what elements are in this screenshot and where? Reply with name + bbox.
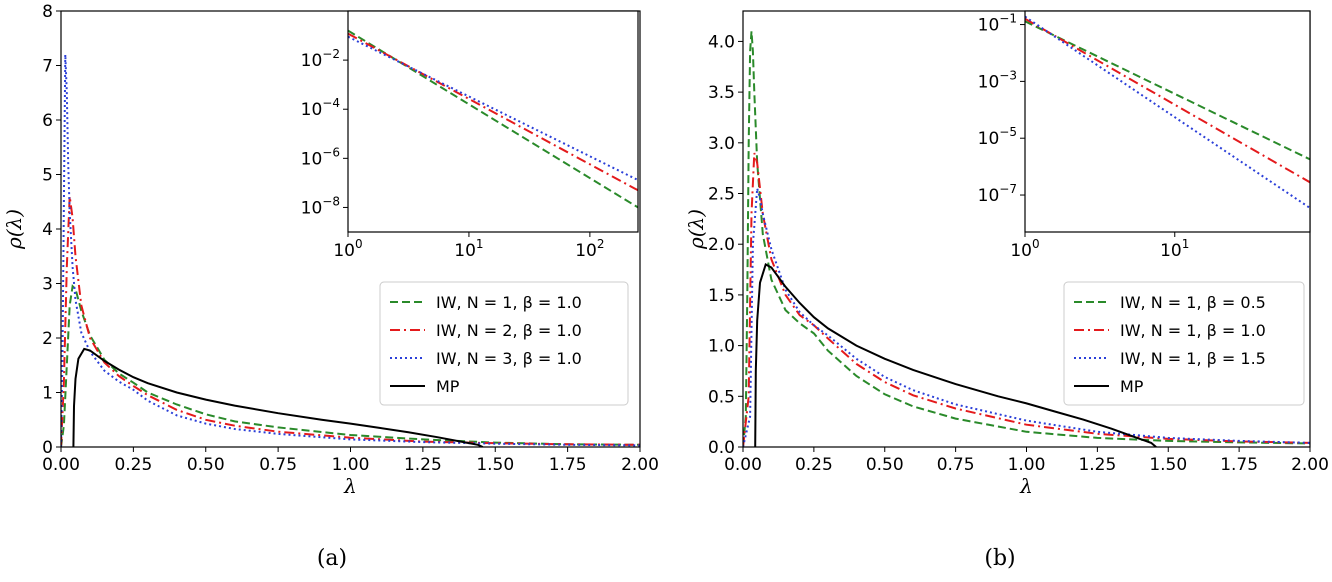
x-tick-label: 0.50 — [187, 455, 225, 475]
x-tick-label: 0.25 — [795, 455, 833, 475]
inset-series-line-2 — [1025, 17, 1310, 184]
y-axis-label: ρ(λ) — [2, 209, 26, 250]
y-tick-label: 4.0 — [708, 32, 735, 52]
y-tick-label: 5 — [42, 166, 53, 186]
inset-y-tick-label: 10−7 — [978, 182, 1017, 206]
inset-frame — [347, 10, 639, 233]
legend-label: IW, N = 1, β = 1.5 — [1120, 349, 1266, 368]
y-tick-label: 1 — [42, 384, 53, 404]
inset-x-tick-label: 101 — [454, 237, 483, 261]
inset-x-tick-label: 100 — [333, 237, 362, 261]
inset-y-tick-label: 10−1 — [978, 12, 1017, 36]
x-axis-label: λ — [1019, 474, 1033, 498]
x-tick-label: 2.00 — [1291, 455, 1329, 475]
legend-label: IW, N = 2, β = 1.0 — [436, 321, 582, 340]
x-tick-label: 0.75 — [937, 455, 975, 475]
x-tick-label: 0.00 — [724, 455, 762, 475]
inset-series-line-2 — [348, 32, 638, 192]
x-axis-label: λ — [343, 474, 357, 498]
y-tick-label: 3.5 — [708, 83, 735, 103]
caption-b: (b) — [984, 546, 1015, 571]
x-tick-label: 1.75 — [1220, 455, 1258, 475]
series-line-4 — [754, 263, 1157, 447]
inset-y-tick-label: 10−3 — [978, 68, 1017, 92]
series-line-1 — [61, 284, 640, 447]
inset-x-tick-label: 101 — [1160, 237, 1189, 261]
series-line-3 — [743, 188, 1310, 447]
inset-frame — [1024, 10, 1311, 233]
y-tick-label: 0 — [42, 438, 53, 458]
inset-x-tick-label: 100 — [1010, 237, 1039, 261]
chart-a: 0.00 0.25 0.50 0.75 1.00 1.25 1.50 1.75 2.00 0 1 2 3… — [2, 2, 659, 498]
inset-y-tick-label: 10−5 — [978, 125, 1017, 149]
inset-series-line-1 — [1025, 20, 1310, 161]
legend-box — [1063, 281, 1305, 406]
inset-background — [348, 11, 638, 232]
y-tick-label: 6 — [42, 111, 53, 131]
legend-label: MP — [1120, 377, 1144, 396]
legend-label: IW, N = 3, β = 1.0 — [436, 349, 582, 368]
x-tick-label: 1.25 — [1078, 455, 1116, 475]
x-tick-label: 0.75 — [259, 455, 297, 475]
y-tick-label: 0.5 — [708, 387, 735, 407]
legend-label: IW, N = 1, β = 1.0 — [1120, 321, 1266, 340]
y-tick-label: 4 — [42, 220, 53, 240]
legend-box — [379, 281, 629, 406]
y-tick-label: 0.0 — [708, 438, 735, 458]
y-axis-label: ρ(λ) — [684, 209, 708, 250]
inset-y-tick-label: 10−4 — [301, 96, 340, 120]
x-tick-label: 1.00 — [332, 455, 370, 475]
y-tick-label: 3.0 — [708, 134, 735, 154]
x-tick-label: 0.00 — [42, 455, 80, 475]
inset-x-tick-label: 102 — [575, 237, 604, 261]
series-line-3 — [61, 54, 640, 447]
x-tick-label: 1.00 — [1008, 455, 1046, 475]
y-tick-label: 8 — [42, 2, 53, 22]
series-line-1 — [743, 31, 1310, 447]
inset-series-line-1 — [348, 29, 638, 209]
series-line-4 — [72, 347, 484, 447]
inset-series-line-3 — [348, 35, 638, 181]
inset-y-tick-label: 10−6 — [301, 145, 340, 169]
chart-b: 0.00 0.25 0.50 0.75 1.00 1.25 1.50 1.75 2.00 0.0 0… — [684, 10, 1329, 498]
x-tick-label: 1.25 — [404, 455, 442, 475]
x-tick-label: 0.50 — [866, 455, 904, 475]
x-tick-label: 1.75 — [549, 455, 587, 475]
y-tick-label: 1.5 — [708, 286, 735, 306]
y-tick-label: 7 — [42, 57, 53, 77]
y-tick-label: 2.5 — [708, 185, 735, 205]
inset-y-tick-label: 10−2 — [301, 47, 340, 71]
legend-label: MP — [436, 377, 460, 396]
inset-y-tick-label: 10−8 — [301, 194, 340, 218]
y-tick-label: 3 — [42, 275, 53, 295]
y-tick-label: 2.0 — [708, 235, 735, 255]
x-tick-label: 1.50 — [476, 455, 514, 475]
inset-series-line-3 — [1025, 15, 1310, 209]
x-tick-label: 0.25 — [114, 455, 152, 475]
x-tick-label: 2.00 — [621, 455, 659, 475]
y-tick-label: 1.0 — [708, 337, 735, 357]
y-tick-label: 2 — [42, 329, 53, 349]
legend-label: IW, N = 1, β = 0.5 — [1120, 293, 1266, 312]
caption-a: (a) — [317, 546, 347, 571]
legend-label: IW, N = 1, β = 1.0 — [436, 293, 582, 312]
x-tick-label: 1.50 — [1149, 455, 1187, 475]
